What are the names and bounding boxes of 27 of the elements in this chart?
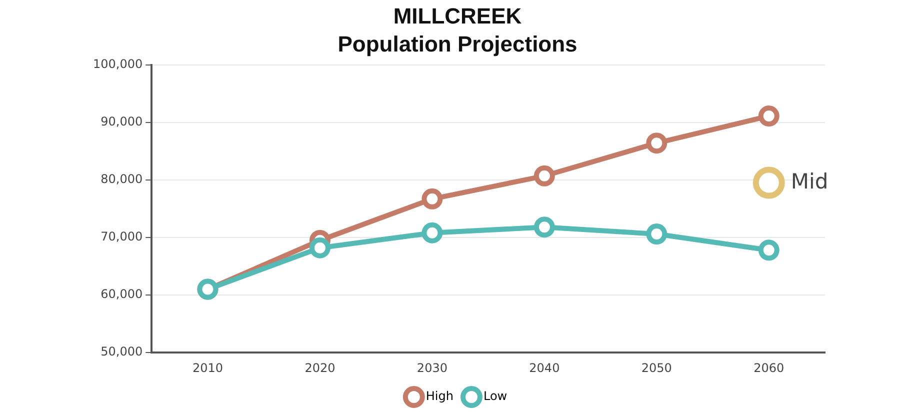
point (646, 224, 668, 245)
y-tick-label: 70,000 (100, 230, 143, 244)
legend-label: High (426, 389, 454, 404)
y-tick-label: 60,000 (100, 287, 143, 302)
chart-subtitle: Population Projections (338, 32, 578, 57)
point (752, 166, 785, 199)
point (422, 188, 443, 210)
point (534, 165, 555, 186)
point (758, 106, 780, 127)
y-tick-label: 50,000 (100, 344, 143, 359)
x-tick-label: 2050 (641, 360, 672, 375)
point (422, 222, 443, 244)
x-tick-label: 2010 (192, 360, 224, 375)
point (309, 237, 330, 258)
point (534, 216, 555, 238)
point (646, 132, 668, 154)
x-tick-label: 2020 (304, 360, 336, 375)
series-label: Mid (790, 169, 828, 194)
chart-title: MILLCREEK (393, 3, 522, 28)
y-tick-label: 80,000 (100, 172, 143, 186)
y-tick-label: 90,000 (100, 114, 143, 128)
y-tick-label: 100,000 (93, 56, 143, 71)
x-tick-label: 2040 (529, 360, 560, 375)
legend-label: Low (483, 389, 508, 404)
x-tick-label: 2030 (416, 360, 448, 375)
x-tick-label: 2060 (754, 360, 784, 375)
point (758, 240, 780, 261)
